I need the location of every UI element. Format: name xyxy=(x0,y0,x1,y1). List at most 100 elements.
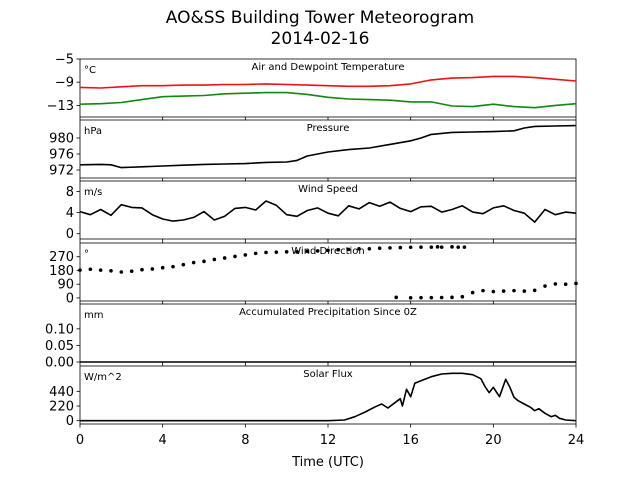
x-axis-label: Time (UTC) xyxy=(291,455,364,470)
data-series xyxy=(79,200,577,223)
data-point xyxy=(150,267,155,271)
data-point xyxy=(522,289,527,293)
data-point xyxy=(181,262,186,267)
data-point xyxy=(429,245,434,249)
data-point xyxy=(336,247,341,252)
figure-subtitle: 2014-02-16 xyxy=(270,29,370,49)
panel-unit: °C xyxy=(84,65,96,76)
y-tick-label: 0 xyxy=(66,414,74,429)
panel-unit: hPa xyxy=(84,126,102,137)
data-point xyxy=(253,251,258,256)
x-tick-label: 24 xyxy=(568,433,585,448)
panel-unit: m/s xyxy=(84,187,102,198)
data-point xyxy=(88,267,93,272)
figure-title: AO&SS Building Tower Meteorogram xyxy=(165,8,475,28)
data-point xyxy=(305,249,310,254)
data-point xyxy=(408,245,413,250)
data-point xyxy=(543,284,547,288)
x-tick-label: 0 xyxy=(76,433,84,448)
data-point xyxy=(460,294,465,299)
data-point xyxy=(377,246,382,250)
y-tick-label: 440 xyxy=(49,385,74,400)
y-tick-label: 270 xyxy=(49,250,74,265)
data-point xyxy=(419,295,423,300)
y-tick-label: −13 xyxy=(47,99,74,114)
data-point xyxy=(481,288,485,293)
data-point xyxy=(456,245,461,249)
data-point xyxy=(553,282,558,286)
data-point xyxy=(119,270,124,274)
data-point xyxy=(388,246,392,250)
y-tick-label: 220 xyxy=(49,400,74,415)
data-point xyxy=(574,281,578,286)
x-tick-label: 8 xyxy=(241,433,249,448)
data-point xyxy=(470,290,475,295)
y-tick-label: 0.05 xyxy=(45,339,74,354)
x-tick-label: 4 xyxy=(159,433,167,448)
data-point xyxy=(78,268,82,272)
y-tick-label: 180 xyxy=(49,264,74,279)
y-tick-label: 0.00 xyxy=(45,356,74,371)
panel-precipitation: 0.00 0.05 0.10 Accumulated Precipitation Si… xyxy=(45,303,577,371)
data-point xyxy=(439,295,444,300)
data-point xyxy=(357,247,361,251)
panel-unit: W/m^2 xyxy=(84,372,122,383)
data-point xyxy=(408,295,413,300)
data-point xyxy=(439,245,444,249)
data-point xyxy=(295,250,299,254)
y-tick-label: 0.10 xyxy=(45,322,74,337)
y-tick-label: 0 xyxy=(66,227,74,242)
data-point xyxy=(202,259,206,264)
data-point xyxy=(284,250,289,254)
y-tick-label: −5 xyxy=(55,53,74,68)
data-point xyxy=(394,295,399,300)
data-point xyxy=(129,269,134,274)
panel-wind-speed: 0 4 8 Wind Speed m/s xyxy=(66,180,577,243)
panel-title: Air and Dewpoint Temperature xyxy=(252,62,405,73)
panel-title: Accumulated Precipitation Since 0Z xyxy=(239,307,417,318)
y-tick-label: 976 xyxy=(49,148,74,163)
data-point xyxy=(563,282,568,287)
data-point xyxy=(171,264,175,269)
x-tick-label: 12 xyxy=(320,433,337,448)
data-point xyxy=(532,288,537,293)
data-point xyxy=(367,247,372,251)
panel-unit: mm xyxy=(84,310,103,321)
data-point xyxy=(398,245,403,250)
data-point xyxy=(419,245,423,249)
data-point xyxy=(212,257,217,262)
data-point xyxy=(160,265,165,270)
y-tick-label: 0 xyxy=(66,291,74,306)
data-point xyxy=(450,295,454,300)
data-point xyxy=(491,289,496,294)
data-point xyxy=(109,268,113,273)
y-tick-label: 90 xyxy=(57,278,74,293)
x-tick-label: 16 xyxy=(402,433,419,448)
panel-title: Wind Speed xyxy=(298,184,358,195)
panel-title: Solar Flux xyxy=(303,369,353,380)
data-point xyxy=(264,250,268,255)
panel-unit: ° xyxy=(84,249,89,260)
data-point xyxy=(512,288,516,293)
data-point xyxy=(501,289,506,293)
data-series xyxy=(78,245,578,300)
data-series xyxy=(80,372,577,422)
y-tick-label: 980 xyxy=(49,132,74,147)
data-point xyxy=(191,260,196,265)
data-point xyxy=(140,267,144,272)
data-point xyxy=(98,268,103,272)
data-point xyxy=(450,245,454,249)
data-series xyxy=(79,124,577,169)
data-point xyxy=(222,256,227,260)
data-point xyxy=(315,249,320,253)
panel-temperature: −5 −9 −13 Air and Dewpoint Temperature °C xyxy=(47,53,577,121)
data-series xyxy=(79,91,577,109)
data-point xyxy=(326,248,330,253)
y-tick-label: −9 xyxy=(55,76,74,91)
y-tick-label: 972 xyxy=(49,164,74,179)
panel-title: Pressure xyxy=(307,123,350,134)
